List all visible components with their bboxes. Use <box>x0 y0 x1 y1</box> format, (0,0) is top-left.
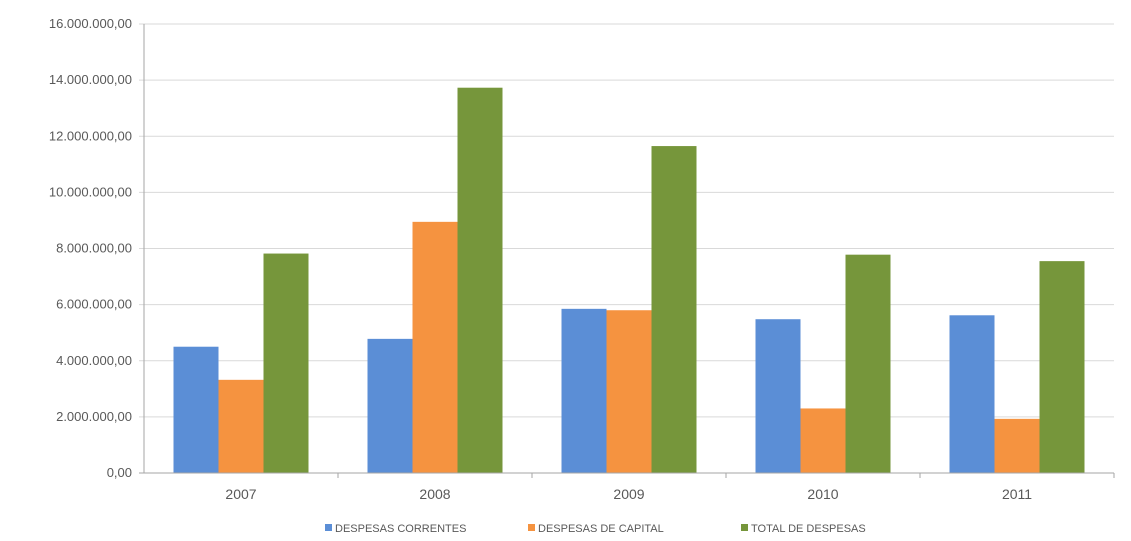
x-tick-label: 2009 <box>613 486 644 502</box>
y-tick-label: 12.000.000,00 <box>49 128 132 143</box>
bar-despesas-de-capital-2011 <box>994 418 1040 473</box>
bar-despesas-de-capital-2007 <box>218 379 264 473</box>
x-tick-label: 2007 <box>225 486 256 502</box>
y-tick-label: 8.000.000,00 <box>56 241 132 256</box>
legend-swatch <box>741 524 748 531</box>
y-tick-label: 0,00 <box>107 465 132 480</box>
axes: 0,00 2.000.000,00 4.000.000,00 6.000.000,00… <box>49 16 1115 502</box>
x-tick-label: 2011 <box>1002 486 1032 502</box>
bar-despesas-correntes-2011 <box>949 315 995 473</box>
bar-total-de-despesas-2008 <box>457 87 503 473</box>
y-tick-label: 6.000.000,00 <box>56 297 132 312</box>
bar-despesas-correntes-2009 <box>561 308 607 473</box>
bar-despesas-correntes-2007 <box>173 346 219 473</box>
legend: DESPESAS CORRENTES DESPESAS DE CAPITAL TOT… <box>325 523 866 535</box>
legend-swatch <box>325 524 332 531</box>
bar-despesas-correntes-2008 <box>367 338 413 473</box>
bar-despesas-correntes-2010 <box>755 319 801 473</box>
legend-swatch <box>528 524 535 531</box>
bars <box>173 87 1085 473</box>
bar-total-de-despesas-2009 <box>651 146 697 473</box>
y-tick-label: 4.000.000,00 <box>56 353 132 368</box>
y-tick-label: 16.000.000,00 <box>49 16 132 31</box>
bar-total-de-despesas-2010 <box>845 254 891 473</box>
bar-despesas-de-capital-2010 <box>800 408 846 473</box>
x-tick-label: 2008 <box>419 486 450 502</box>
legend-label: TOTAL DE DESPESAS <box>751 523 866 535</box>
legend-label: DESPESAS DE CAPITAL <box>538 523 664 535</box>
y-tick-label: 14.000.000,00 <box>49 72 132 87</box>
y-tick-label: 10.000.000,00 <box>49 184 132 199</box>
bar-despesas-de-capital-2009 <box>606 310 652 473</box>
x-tick-label: 2010 <box>807 486 838 502</box>
bar-despesas-de-capital-2008 <box>412 221 458 473</box>
bar-total-de-despesas-2011 <box>1039 261 1085 473</box>
y-tick-label: 2.000.000,00 <box>56 409 132 424</box>
bar-total-de-despesas-2007 <box>263 253 309 473</box>
legend-label: DESPESAS CORRENTES <box>335 523 466 535</box>
